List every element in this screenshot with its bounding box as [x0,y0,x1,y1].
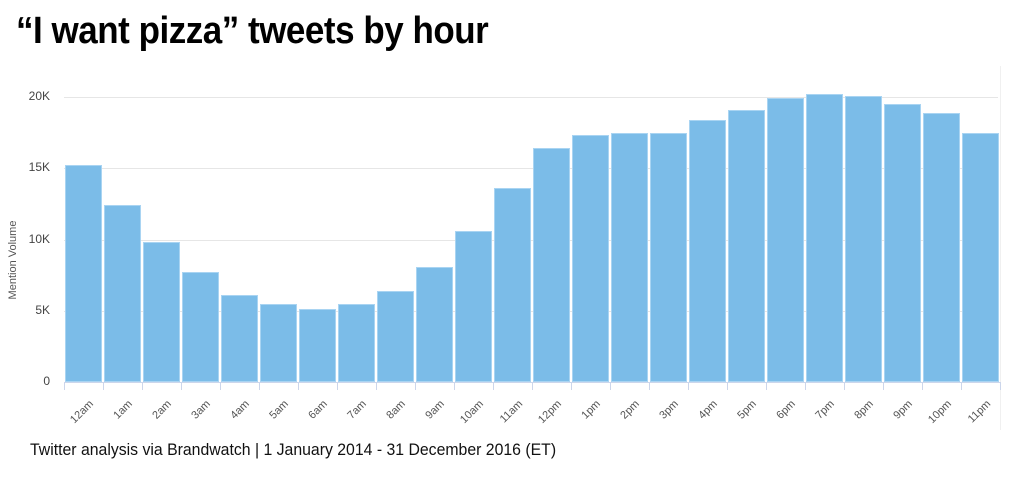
bar-1pm[interactable] [572,135,609,382]
x-tick-label: 11am [497,398,525,426]
x-tick-label: 12pm [536,398,564,426]
x-tick-label: 9pm [891,398,915,422]
bar-6am[interactable] [299,309,336,382]
y-axis-label: Mention Volume [6,160,20,360]
chart-title: “I want pizza” tweets by hour [16,10,489,52]
bar-2am[interactable] [143,242,180,382]
gridline [64,97,998,98]
bar-4am[interactable] [221,295,258,382]
x-tick-mark [961,382,962,390]
bar-1am[interactable] [104,205,141,382]
x-tick-label: 4am [228,398,252,422]
bar-3am[interactable] [182,272,219,382]
x-tick-label: 8am [384,398,408,422]
bar-8am[interactable] [377,290,414,382]
x-tick-label: 9am [423,398,447,422]
x-tick-mark [688,382,689,390]
x-tick-label: 10pm [926,398,954,426]
x-tick-label: 1pm [579,398,603,422]
bar-9pm[interactable] [884,104,921,382]
plot-area [64,60,1000,382]
x-tick-label: 8pm [852,398,876,422]
bar-5pm[interactable] [728,109,765,382]
x-tick-mark [532,382,533,390]
x-tick-label: 1am [111,398,135,422]
bar-5am[interactable] [260,303,297,382]
x-tick-label: 3pm [657,398,681,422]
x-tick-label: 5am [267,398,291,422]
gridline [64,168,998,170]
x-tick-mark [220,382,221,390]
source-caption: Twitter analysis via Brandwatch | 1 Janu… [30,440,557,459]
x-tick-label: 11pm [965,398,993,426]
x-tick-label: 2am [150,398,174,422]
bar-12am[interactable] [65,165,102,382]
x-tick-label: 2pm [618,398,642,422]
x-tick-mark [376,382,377,390]
x-tick-mark [571,382,572,390]
y-tick-label: 5K [35,302,50,317]
x-tick-mark [103,382,104,390]
x-tick-mark [922,382,923,390]
x-tick-label: 10am [458,398,486,426]
bar-7pm[interactable] [806,94,843,382]
bar-2pm[interactable] [611,132,648,382]
bar-7am[interactable] [338,303,375,382]
y-tick-label: 0 [43,374,50,388]
x-tick-mark [727,382,728,390]
gridline [64,239,998,241]
x-tick-mark [64,382,65,390]
bar-3pm[interactable] [650,132,687,382]
plot-right-edge [1000,66,1001,430]
x-tick-mark [454,382,455,390]
x-tick-mark [298,382,299,390]
x-tick-mark [415,382,416,390]
bar-6pm[interactable] [767,98,804,382]
x-tick-mark [883,382,884,390]
bar-chart: Mention Volume 0 5K 10K 15K 20K 12am 1am 2am 3a… [0,60,1024,430]
x-tick-mark [766,382,767,390]
bar-9am[interactable] [416,266,453,382]
bar-11am[interactable] [494,188,531,382]
x-tick-mark [844,382,845,390]
bar-8pm[interactable] [845,95,882,382]
x-tick-label: 7pm [813,398,837,422]
x-tick-mark [1000,382,1001,390]
bar-10pm[interactable] [923,112,960,382]
x-tick-label: 3am [189,398,213,422]
x-tick-mark [337,382,338,390]
x-tick-label: 12am [68,398,96,426]
x-tick-mark [142,382,143,390]
bar-10am[interactable] [455,230,492,382]
x-tick-mark [493,382,494,390]
x-tick-mark [805,382,806,390]
y-tick-label: 10K [28,231,50,246]
x-tick-mark [259,382,260,390]
bar-11pm[interactable] [962,132,999,382]
x-tick-label: 7am [345,398,369,422]
x-tick-label: 4pm [696,398,720,422]
x-tick-label: 6am [306,398,330,422]
y-tick-label: 20K [28,89,50,103]
x-tick-label: 5pm [735,398,759,422]
y-tick-label: 15K [28,160,50,175]
bar-12pm[interactable] [533,148,570,382]
gridline [64,310,998,312]
x-tick-mark [649,382,650,390]
bar-4pm[interactable] [689,119,726,382]
x-tick-label: 6pm [774,398,798,422]
x-tick-mark [181,382,182,390]
x-tick-mark [610,382,611,390]
